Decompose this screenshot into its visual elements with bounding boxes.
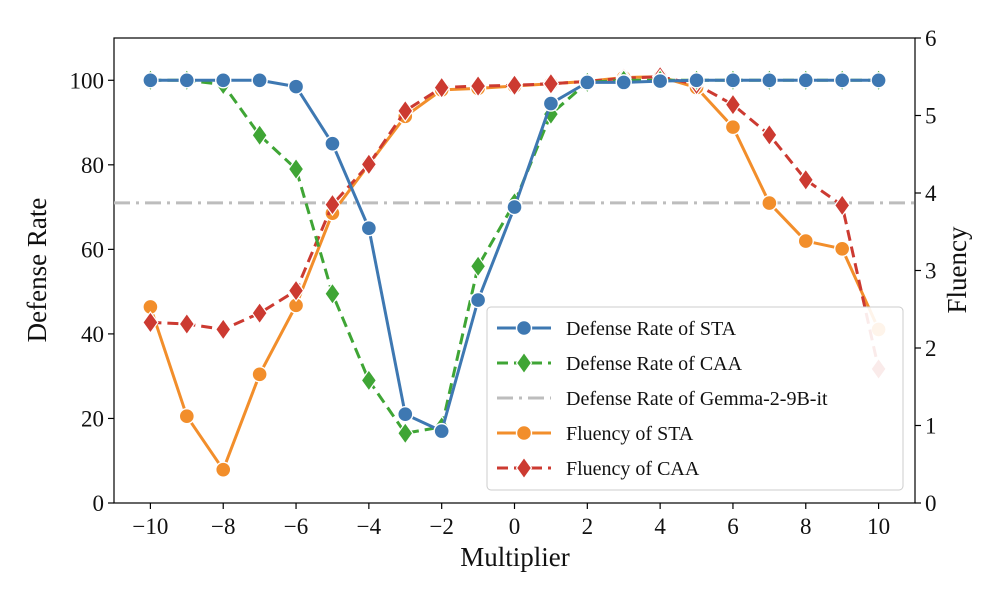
legend-marker: [515, 319, 533, 337]
y-right-tick-label: 2: [925, 336, 937, 361]
data-point-defense-rate-of-sta: [142, 72, 159, 89]
data-point-defense-rate-of-caa: [360, 368, 378, 392]
series-defense-rate-of-sta: [142, 72, 887, 440]
data-point-defense-rate-of-caa: [397, 421, 414, 445]
x-tick-label: −10: [132, 514, 168, 539]
data-point-defense-rate-of-sta: [433, 422, 450, 440]
data-point-fluency-of-sta: [761, 194, 778, 212]
data-point-defense-rate-of-sta: [287, 78, 305, 95]
y-left-tick-label: 80: [81, 153, 104, 178]
legend-marker: [515, 424, 533, 442]
data-point-defense-rate-of-sta: [833, 72, 851, 89]
data-point-defense-rate-of-sta: [397, 406, 414, 423]
data-point-fluency-of-sta: [797, 232, 814, 250]
x-tick-label: 10: [867, 514, 890, 539]
data-point-fluency-of-sta: [215, 461, 232, 478]
x-tick-label: −6: [284, 514, 308, 539]
y-axis-right-label: Fluency: [942, 226, 972, 313]
legend-item-fluency-of-caa: Fluency of CAA: [497, 456, 700, 480]
legend-label: Defense Rate of Gemma-2-9B-it: [566, 388, 828, 410]
data-point-defense-rate-of-sta: [542, 95, 560, 112]
x-tick-label: −4: [357, 514, 382, 539]
data-point-defense-rate-of-sta: [360, 220, 378, 237]
data-point-fluency-of-caa: [761, 123, 778, 147]
data-point-defense-rate-of-sta: [251, 72, 268, 89]
legend-label: Defense Rate of CAA: [566, 353, 743, 375]
data-point-fluency-of-caa: [469, 74, 487, 98]
x-tick-label: −8: [211, 514, 235, 539]
legend-label: Defense Rate of STA: [566, 318, 737, 340]
legend-marker: [515, 351, 533, 375]
y-right-tick-label: 6: [925, 26, 937, 51]
data-point-defense-rate-of-caa: [287, 157, 305, 181]
data-point-defense-rate-of-sta: [615, 74, 632, 91]
x-tick-label: 0: [509, 514, 521, 539]
y-right-tick-label: 5: [925, 104, 937, 129]
x-tick-label: 4: [654, 514, 666, 539]
x-tick-label: 8: [800, 514, 812, 539]
x-tick-label: 6: [727, 514, 739, 539]
data-point-defense-rate-of-sta: [651, 72, 669, 90]
data-point-defense-rate-of-sta: [761, 72, 778, 89]
x-tick-label: −2: [429, 514, 453, 539]
data-point-fluency-of-caa: [360, 152, 378, 176]
data-point-fluency-of-caa: [797, 168, 815, 192]
data-point-defense-rate-of-caa: [324, 282, 341, 306]
data-point-fluency-of-caa: [287, 279, 305, 303]
data-point-fluency-of-sta: [724, 118, 742, 136]
data-point-defense-rate-of-sta: [324, 135, 341, 152]
data-point-defense-rate-of-sta: [579, 74, 596, 91]
data-point-fluency-of-caa: [506, 73, 523, 97]
legend-item-defense-rate-of-sta: Defense Rate of STA: [497, 318, 737, 340]
y-left-tick-label: 100: [70, 68, 105, 93]
data-point-defense-rate-of-sta: [178, 72, 196, 89]
data-point-defense-rate-of-sta: [724, 72, 742, 89]
y-left-tick-label: 20: [81, 406, 104, 431]
data-point-fluency-of-caa: [542, 72, 560, 96]
data-point-fluency-of-caa: [397, 99, 414, 123]
data-point-fluency-of-caa: [251, 301, 268, 325]
y-right-tick-label: 4: [925, 181, 937, 206]
legend-item-defense-rate-of-caa: Defense Rate of CAA: [497, 351, 743, 375]
data-point-defense-rate-of-caa: [469, 254, 487, 278]
y-right-tick-label: 0: [925, 491, 937, 516]
data-point-defense-rate-of-sta: [215, 72, 232, 89]
data-point-fluency-of-caa: [178, 312, 196, 336]
x-axis-label: Multiplier: [460, 542, 570, 572]
data-point-fluency-of-sta: [833, 240, 851, 258]
data-point-fluency-of-sta: [178, 408, 196, 425]
y-axis-left-label: Defense Rate: [22, 198, 52, 343]
data-point-defense-rate-of-sta: [688, 72, 705, 89]
legend-item-fluency-of-sta: Fluency of STA: [497, 423, 694, 445]
data-point-fluency-of-sta: [251, 366, 268, 383]
data-point-defense-rate-of-sta: [870, 72, 887, 89]
y-right-tick-label: 1: [925, 414, 937, 439]
data-point-defense-rate-of-sta: [797, 72, 814, 89]
data-point-fluency-of-caa: [324, 193, 341, 217]
data-point-defense-rate-of-caa: [251, 123, 268, 147]
legend: Defense Rate of STA Defense Rate of CAA De…: [486, 306, 904, 491]
legend-box: [486, 306, 904, 491]
data-point-fluency-of-caa: [214, 317, 232, 341]
x-tick-label: 2: [582, 514, 594, 539]
data-point-fluency-of-caa: [724, 93, 742, 117]
legend-label: Fluency of STA: [566, 423, 694, 445]
legend-marker: [515, 456, 533, 480]
data-point-fluency-of-caa: [142, 310, 159, 334]
data-point-fluency-of-caa: [833, 193, 851, 217]
data-point-defense-rate-of-sta: [469, 291, 487, 309]
y-left-tick-label: 60: [81, 237, 104, 262]
y-left-tick-label: 40: [81, 322, 104, 347]
y-left-tick-label: 0: [93, 491, 105, 516]
data-point-defense-rate-of-sta: [506, 198, 523, 216]
data-point-fluency-of-caa: [433, 76, 450, 100]
legend-label: Fluency of CAA: [566, 458, 700, 480]
legend-item-defense-rate-of-gemma-2-9b-it: Defense Rate of Gemma-2-9B-it: [497, 388, 828, 410]
y-right-tick-label: 3: [925, 259, 937, 284]
